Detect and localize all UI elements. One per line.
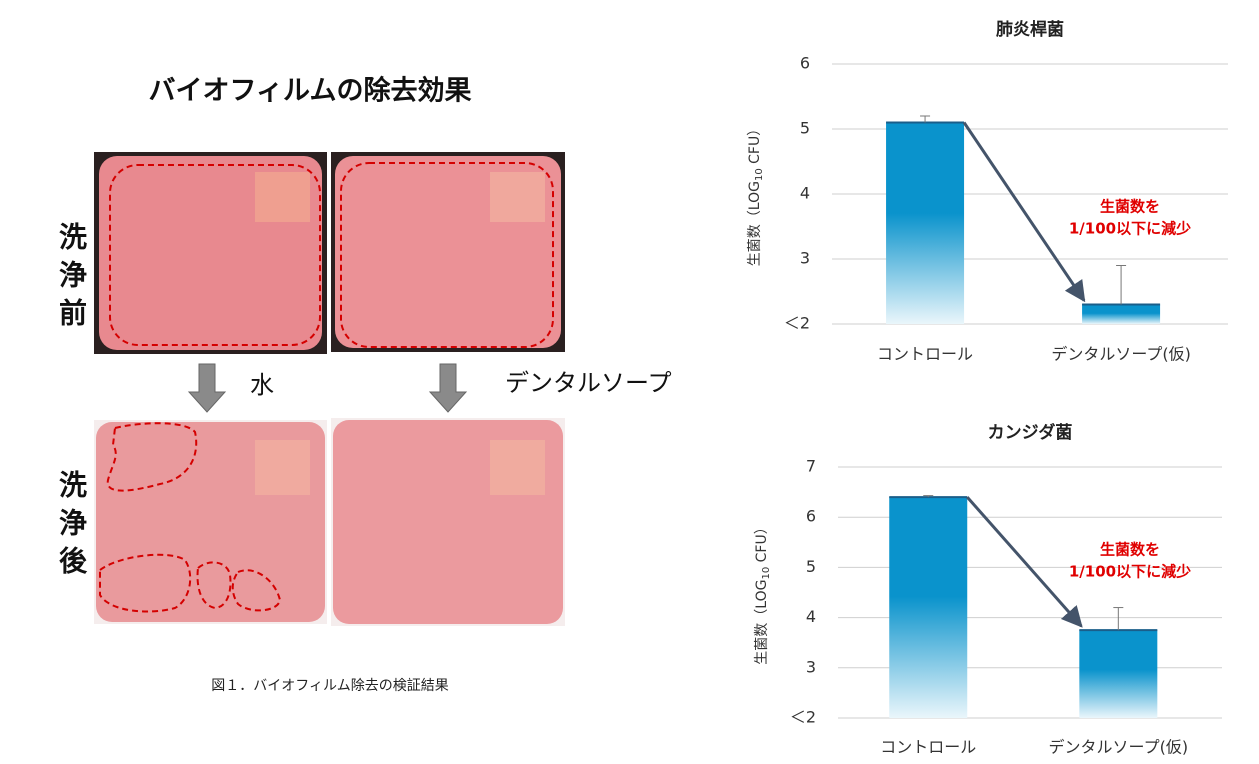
x-tick-label: デンタルソープ(仮) (1051, 345, 1191, 364)
bar (1079, 630, 1158, 718)
y-tick-label: 3 (800, 249, 810, 268)
y-axis-label: 生菌数（LOG10 CFU） (747, 122, 765, 266)
y-tick-label: ＜2 (784, 314, 810, 333)
y-tick-label: 4 (800, 184, 810, 203)
after-label: 洗浄後 (55, 470, 88, 584)
y-label-part: CFU） (754, 520, 770, 567)
y-label-part: CFU） (747, 122, 763, 169)
y-axis-label: 生菌数（LOG10 CFU） (754, 520, 772, 664)
y-tick-label: 5 (806, 557, 816, 576)
annotation: 1/100以下に減少 (1069, 220, 1191, 238)
x-tick-label: コントロール (880, 738, 976, 757)
y-tick-label: 4 (806, 607, 816, 626)
chart-title: 肺炎桿菌 (996, 19, 1064, 40)
y-tick-label: 6 (800, 54, 810, 73)
before-label: 洗浄前 (55, 222, 88, 336)
soap-label: デンタルソープ (505, 369, 672, 397)
figure-title: バイオフィルムの除去効果 (149, 75, 472, 107)
caption: 図１．バイオフィルム除去の検証結果 (211, 678, 448, 694)
annotation: 生菌数を (1100, 541, 1160, 559)
x-tick-label: デンタルソープ(仮) (1049, 738, 1189, 757)
arrows (187, 363, 468, 413)
y-tick-label: 3 (806, 657, 816, 676)
annotation: 1/100以下に減少 (1069, 563, 1191, 581)
y-tick-label: 7 (806, 457, 816, 476)
y-tick-label: ＜2 (790, 708, 816, 727)
bar (889, 497, 968, 718)
y-label-part: 生菌数（LOG (754, 580, 770, 665)
y-tick-label: 5 (800, 119, 810, 138)
x-tick-label: コントロール (877, 345, 973, 364)
bar (1082, 304, 1161, 324)
y-tick-label: 6 (806, 507, 816, 526)
y-label-sub: 10 (761, 567, 772, 580)
water-label: 水 (250, 371, 274, 399)
y-label-part: 生菌数（LOG (747, 181, 763, 266)
annotation: 生菌数を (1100, 198, 1160, 216)
bar (886, 122, 965, 324)
reduction-arrow (962, 121, 1086, 303)
photos (94, 152, 565, 626)
reduction-arrow (966, 496, 1083, 628)
chart-title: カンジダ菌 (988, 422, 1073, 443)
y-label-sub: 10 (754, 168, 765, 181)
